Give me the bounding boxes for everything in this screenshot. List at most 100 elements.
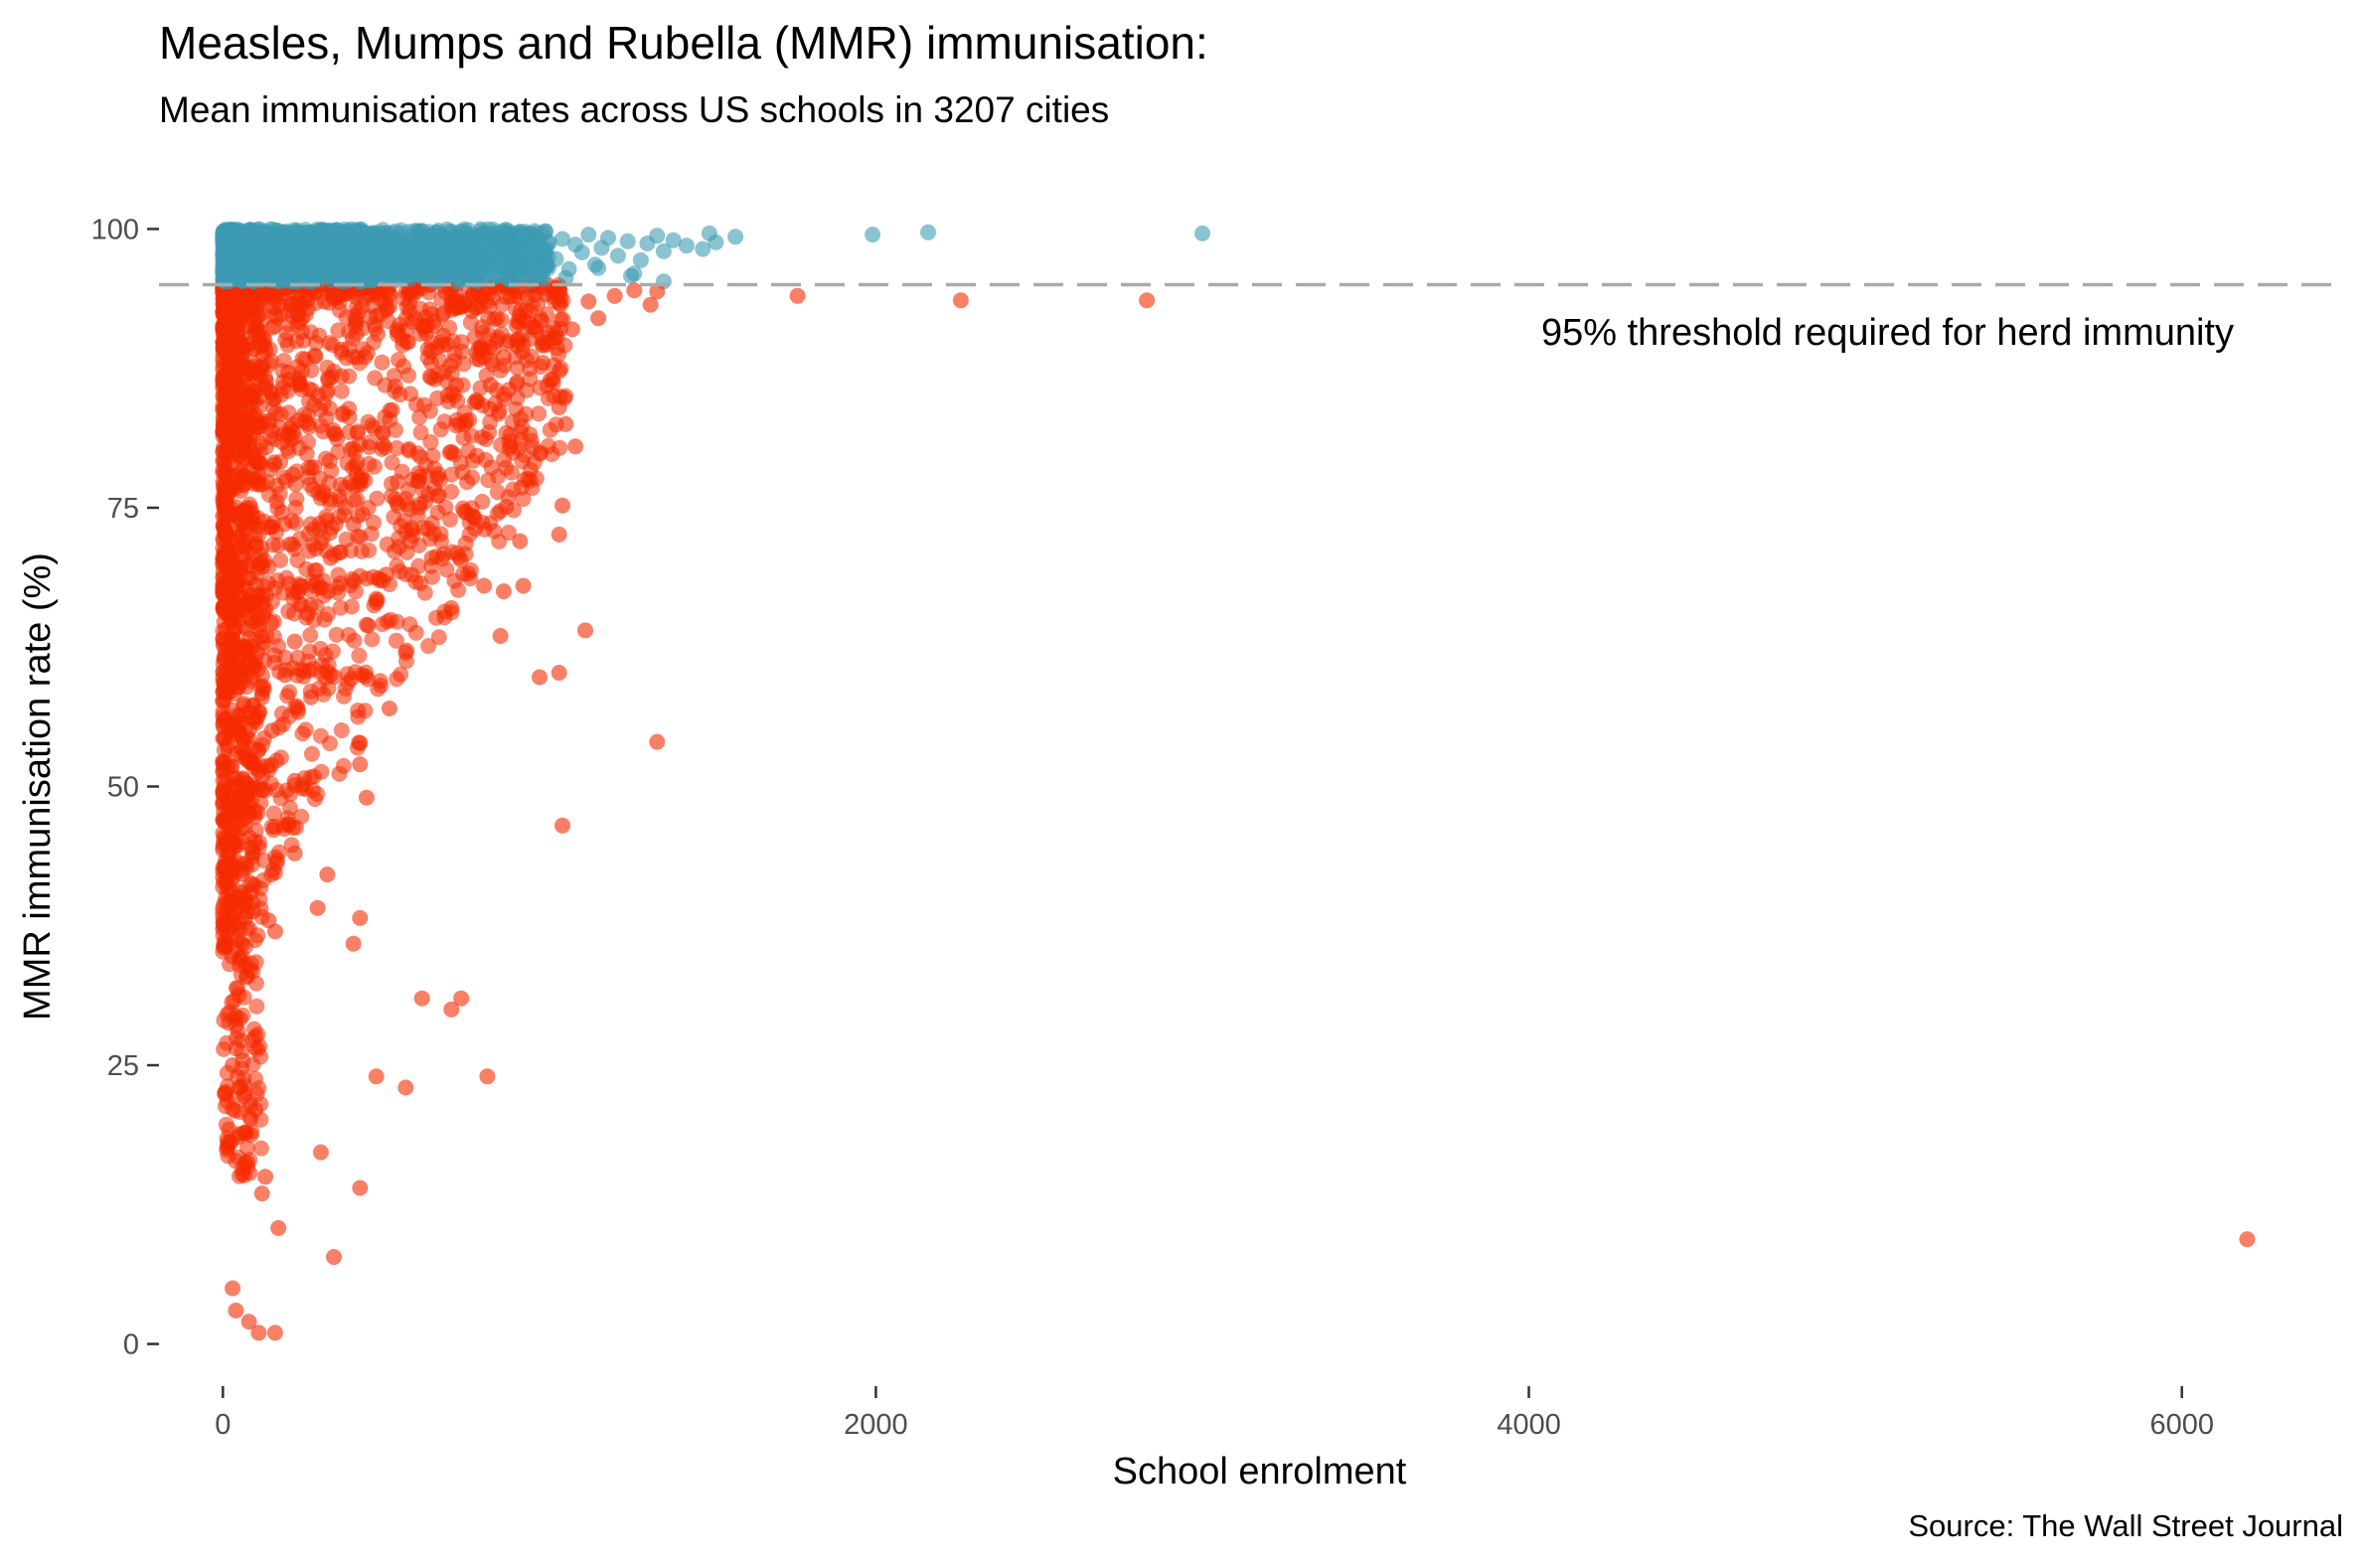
point-above <box>300 225 316 241</box>
point-above <box>695 240 711 257</box>
point-below <box>401 616 418 633</box>
point-below <box>265 805 282 822</box>
point-below <box>234 341 250 358</box>
point-above <box>665 232 682 248</box>
point-below <box>466 329 483 346</box>
point-below <box>294 323 311 340</box>
point-below <box>491 533 508 549</box>
point-below <box>303 745 320 762</box>
point-below <box>380 282 395 299</box>
point-below <box>531 405 548 422</box>
point-below <box>346 632 363 649</box>
point-below <box>244 382 260 398</box>
point-above <box>339 254 356 271</box>
point-below <box>217 526 234 543</box>
point-below <box>454 343 470 360</box>
point-below <box>435 546 452 562</box>
point-below <box>272 405 289 422</box>
point-below <box>229 366 245 383</box>
point-below <box>362 434 378 451</box>
point-below <box>412 574 428 591</box>
point-below <box>277 472 294 489</box>
point-above <box>245 237 261 254</box>
point-above <box>348 235 365 251</box>
point-above <box>279 235 296 252</box>
point-below <box>232 1104 248 1121</box>
point-above <box>312 224 329 240</box>
point-below <box>261 429 278 446</box>
point-below <box>289 704 306 720</box>
point-below <box>368 1068 385 1085</box>
point-below <box>321 453 338 469</box>
point-below <box>237 749 253 766</box>
point-below <box>266 454 282 471</box>
point-below <box>509 332 525 349</box>
point-below <box>483 352 499 369</box>
point-below <box>276 516 293 533</box>
point-below <box>410 557 427 574</box>
point-below <box>230 1023 246 1039</box>
point-above <box>678 237 695 254</box>
point-below <box>495 349 512 366</box>
point-below <box>401 295 418 312</box>
point-below <box>220 1148 237 1165</box>
point-above <box>227 225 243 241</box>
point-below <box>252 442 268 459</box>
point-below <box>443 1001 460 1018</box>
point-below <box>503 464 520 481</box>
point-below <box>216 493 233 509</box>
point-above <box>920 224 936 240</box>
point-below <box>281 536 298 552</box>
point-below <box>443 443 460 460</box>
point-above <box>609 247 626 264</box>
point-above <box>500 246 516 263</box>
point-below <box>237 895 253 911</box>
point-below <box>263 722 280 739</box>
point-below <box>474 493 491 510</box>
point-below <box>286 845 303 862</box>
point-below <box>215 899 232 916</box>
point-below <box>281 296 298 313</box>
point-above <box>557 269 574 286</box>
point-above <box>257 232 274 248</box>
point-below <box>498 288 515 305</box>
point-below <box>523 348 540 365</box>
point-below <box>315 483 332 500</box>
point-below <box>257 1169 273 1185</box>
point-below <box>358 664 375 681</box>
point-below <box>228 838 244 854</box>
point-below <box>387 383 403 399</box>
point-below <box>540 324 556 341</box>
point-below <box>275 380 291 396</box>
point-above <box>488 225 505 240</box>
point-below <box>380 313 396 329</box>
point-below <box>430 629 447 646</box>
point-below <box>386 368 402 385</box>
point-below <box>352 756 369 773</box>
y-axis-title: MMR immunisation rate (%) <box>17 552 59 1020</box>
point-below <box>250 1325 267 1341</box>
point-below <box>216 299 233 315</box>
point-below <box>245 340 262 357</box>
point-above <box>390 245 406 262</box>
point-below <box>272 749 289 766</box>
point-above <box>326 228 343 244</box>
point-below <box>338 531 355 548</box>
point-below <box>530 295 547 312</box>
point-below <box>512 533 529 549</box>
point-below <box>216 316 233 332</box>
point-above <box>623 267 639 284</box>
point-below <box>554 311 571 328</box>
point-below <box>269 500 286 517</box>
point-below <box>263 519 280 536</box>
point-below <box>277 332 294 349</box>
point-below <box>507 349 524 366</box>
point-below <box>367 320 384 337</box>
point-above <box>307 239 324 256</box>
point-below <box>253 628 270 645</box>
point-below <box>388 632 404 649</box>
point-below <box>364 417 381 434</box>
point-below <box>389 440 405 456</box>
point-below <box>227 941 243 958</box>
point-below <box>438 561 455 578</box>
